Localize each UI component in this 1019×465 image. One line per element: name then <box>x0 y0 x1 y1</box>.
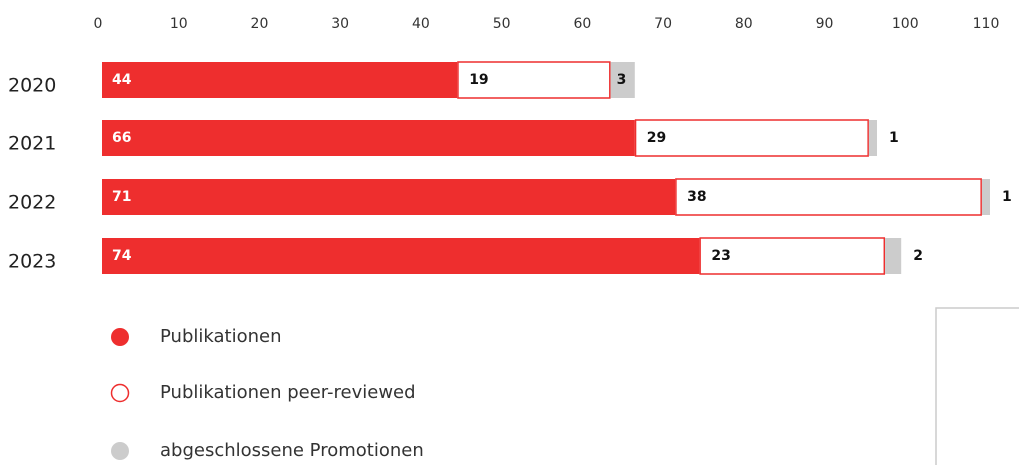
bar-segment <box>457 61 611 99</box>
x-tick-label: 30 <box>331 16 349 32</box>
data-label: 2 <box>913 248 923 264</box>
x-tick-label: 100 <box>892 16 919 32</box>
x-tick-label: 60 <box>573 16 591 32</box>
x-tick-label: 70 <box>654 16 672 32</box>
data-label: 71 <box>112 189 131 205</box>
bar-segment <box>102 238 700 274</box>
panel-frame <box>935 307 1019 465</box>
bar-segment <box>102 120 635 156</box>
bar-segment <box>675 178 982 216</box>
x-tick-label: 10 <box>170 16 188 32</box>
legend-marker <box>111 442 129 460</box>
data-label: 23 <box>711 248 730 264</box>
bar-segment <box>102 179 676 215</box>
data-label: 3 <box>617 72 627 88</box>
data-label: 38 <box>687 189 706 205</box>
data-label: 19 <box>469 72 488 88</box>
y-tick-label: 2023 <box>8 251 56 273</box>
y-tick-label: 2022 <box>8 192 56 214</box>
x-tick-label: 90 <box>816 16 834 32</box>
data-label: 66 <box>112 130 131 146</box>
data-label: 1 <box>1002 189 1012 205</box>
bar-segment <box>634 119 869 157</box>
legend-label: abgeschlossene Promotionen <box>160 440 424 461</box>
data-label: 74 <box>112 248 132 264</box>
data-label: 29 <box>647 130 666 146</box>
bar-segment <box>102 62 458 98</box>
bar-segment <box>885 238 902 274</box>
x-tick-label: 20 <box>251 16 269 32</box>
legend-label: Publikationen <box>160 326 281 347</box>
legend-marker <box>111 328 129 346</box>
x-tick-label: 80 <box>735 16 753 32</box>
data-label: 44 <box>112 72 132 88</box>
x-tick-label: 40 <box>412 16 430 32</box>
y-tick-label: 2020 <box>8 75 56 97</box>
bar-segment <box>868 120 877 156</box>
x-tick-label: 50 <box>493 16 511 32</box>
y-tick-label: 2021 <box>8 133 56 155</box>
data-label: 1 <box>889 130 899 146</box>
legend-label: Publikationen peer-reviewed <box>160 382 416 403</box>
x-tick-label: 0 <box>94 16 103 32</box>
bar-segment <box>610 62 635 98</box>
legend-marker <box>110 383 130 403</box>
bar-segment <box>699 237 886 275</box>
x-tick-label: 110 <box>973 16 1000 32</box>
bar-segment <box>981 179 990 215</box>
